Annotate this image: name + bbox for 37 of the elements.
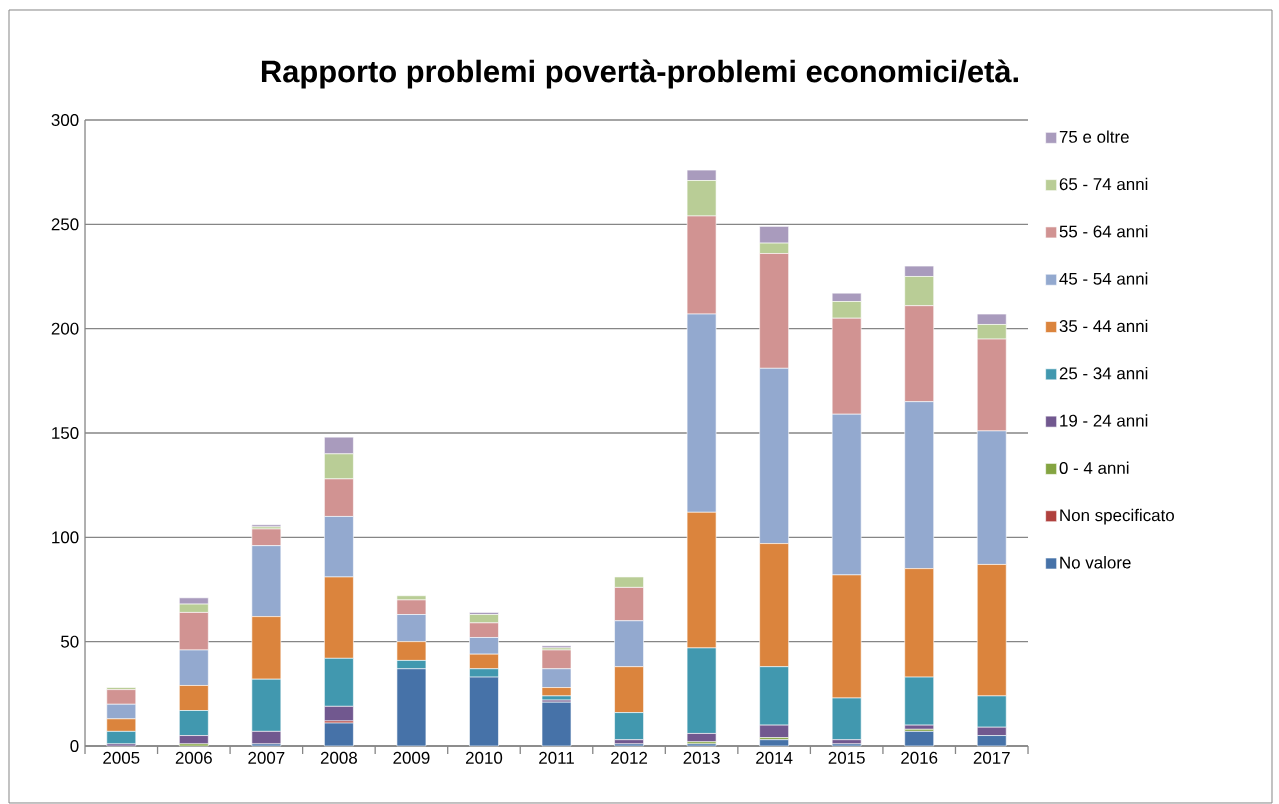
x-tick-label: 2017 (973, 751, 1010, 764)
x-tick-label: 2005 (103, 751, 140, 764)
bar (614, 743, 644, 747)
x-tick-label: 2010 (465, 751, 503, 764)
x-tick-label: 2006 (175, 751, 212, 764)
y-tick-label: 150 (52, 426, 79, 439)
y-tick-label: 100 (52, 531, 79, 544)
y-tick-label: 250 (51, 218, 79, 231)
y-tick-label: 0 (70, 739, 79, 752)
chart-title: Rapporto problemi povertà-problemi economici/età. (261, 59, 1018, 89)
bar (541, 701, 572, 747)
x-tick-label: 2011 (539, 751, 574, 764)
legend-label: 55 - 64 anni (1059, 225, 1148, 238)
y-tick-label: 200 (51, 322, 79, 335)
legend-label: 35 - 44 anni (1059, 319, 1148, 333)
x-tick-label: 2013 (683, 751, 720, 764)
x-tick-label: 2008 (320, 751, 357, 764)
x-tick-label: 2014 (756, 751, 793, 764)
x-tick-label: 2009 (393, 751, 430, 764)
y-tick-label: 50 (61, 635, 79, 648)
bar (324, 722, 354, 747)
x-tick-label: 2007 (248, 751, 285, 764)
x-tick-label: 2016 (901, 751, 938, 764)
legend-label: 45 - 54 anni (1059, 272, 1148, 285)
bar (831, 743, 862, 747)
y-tick-label: 300 (51, 113, 79, 126)
legend-label: Non specificato (1060, 508, 1174, 525)
legend-label: No valore (1060, 556, 1131, 569)
x-tick-label: 2015 (828, 751, 865, 764)
legend-label: 75 e oltre (1059, 130, 1129, 143)
legend-label: 0 - 4 anni (1059, 461, 1129, 474)
legend-label: 65 - 74 anni (1059, 177, 1148, 191)
bar (904, 731, 935, 747)
x-tick-label: 2012 (611, 751, 648, 764)
legend-label: 19 - 24 anni (1060, 414, 1148, 427)
legend-label: 25 - 34 anni (1059, 366, 1148, 380)
bar (759, 739, 789, 747)
